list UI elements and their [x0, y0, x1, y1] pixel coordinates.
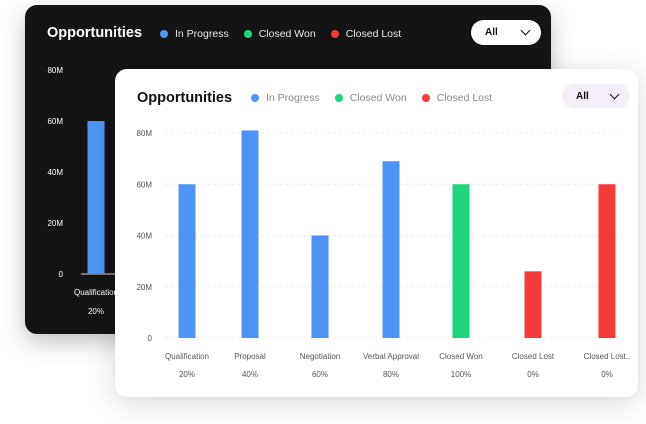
x-percentage-label: 80%	[383, 370, 399, 379]
legend-in-progress: In Progress	[160, 28, 229, 40]
legend-label: In Progress	[175, 28, 229, 40]
y-tick-label: 80M	[47, 66, 63, 75]
x-percentage-label: 60%	[312, 370, 328, 379]
closed-lost-dot-icon	[330, 30, 339, 38]
y-tick-label: 80M	[136, 129, 152, 138]
legend-label: In Progress	[266, 92, 320, 104]
x-percentage-label: 0%	[527, 370, 539, 379]
legend-label: Closed Lost	[436, 92, 493, 104]
legend-label: Closed Won	[349, 92, 407, 104]
front-filter-dropdown[interactable]: All	[562, 84, 630, 108]
legend-in-progress: In Progress	[251, 92, 320, 104]
legend-closed-won: Closed Won	[334, 92, 407, 104]
back-filter-dropdown[interactable]: All	[471, 20, 541, 45]
x-category-label: Negotiation	[300, 352, 340, 361]
y-tick-label: 60M	[136, 180, 152, 189]
in-progress-dot-icon	[251, 94, 259, 102]
y-tick-label: 0	[148, 334, 153, 343]
filter-value: All	[576, 90, 589, 102]
bar-closed-won	[452, 184, 470, 338]
x-percentage-label: 40%	[242, 370, 258, 379]
y-tick-label: 20M	[47, 219, 63, 228]
legend-label: Closed Lost	[345, 28, 402, 40]
x-category-label: Closed Lost	[512, 352, 555, 361]
bar-qualification	[178, 184, 196, 338]
y-tick-label: 40M	[47, 168, 63, 177]
back-card-title: Opportunities	[47, 25, 143, 41]
closed-lost-dot-icon	[421, 94, 430, 102]
x-percentage-label: 100%	[451, 370, 471, 379]
legend-label: Closed Won	[258, 28, 316, 40]
legend-closed-lost: Closed Lost	[421, 92, 493, 104]
x-category-label: Closed Lost..	[584, 352, 631, 361]
legend-closed-won: Closed Won	[243, 28, 316, 40]
legend-closed-lost: Closed Lost	[330, 28, 402, 40]
x-category-label: Proposal	[234, 352, 266, 361]
y-tick-label: 40M	[136, 232, 152, 241]
bar-qualification	[87, 121, 105, 274]
x-category-label: Qualification	[165, 352, 209, 361]
filter-value: All	[485, 27, 498, 38]
y-tick-label: 20M	[136, 283, 152, 292]
front-card-title: Opportunities	[137, 90, 233, 106]
x-percentage-label: 20%	[88, 307, 104, 316]
x-category-label: Verbal Approval	[363, 352, 419, 361]
x-percentage-label: 0%	[601, 370, 613, 379]
bar-proposal	[241, 130, 259, 338]
bar-closed-lost	[524, 271, 542, 338]
front-card-legend: In Progress Closed Won Closed Lost	[251, 92, 507, 104]
x-category-label: Closed Won	[439, 352, 482, 361]
closed-won-dot-icon	[334, 94, 343, 102]
x-percentage-label: 20%	[179, 370, 195, 379]
bar-negotiation	[311, 235, 329, 338]
y-tick-label: 0	[59, 270, 64, 279]
bar-closed-lost-	[598, 184, 616, 338]
front-opportunities-card: Opportunities In Progress Closed Won Clo…	[115, 69, 638, 397]
y-tick-label: 60M	[47, 117, 63, 126]
in-progress-dot-icon	[160, 30, 168, 38]
bar-verbal-approval	[382, 161, 400, 338]
back-card-legend: In Progress Closed Won Closed Lost	[160, 28, 416, 40]
x-category-label: Qualification	[74, 288, 118, 297]
closed-won-dot-icon	[243, 30, 252, 38]
front-bar-chart: 80M 60M 40M 20M 0 Qualification 20% Proposal 40%…	[136, 129, 631, 379]
